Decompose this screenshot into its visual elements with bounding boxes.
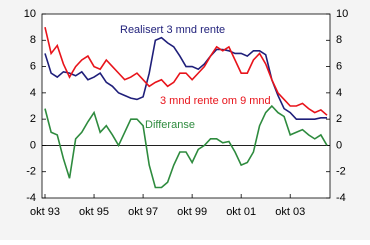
y-tick-label: 8 [30, 34, 36, 46]
x-tick-label: okt 95 [79, 206, 109, 218]
series-label: Differanse [145, 119, 195, 131]
y2-tick-label: 2 [336, 113, 342, 125]
chart: -4 -2 0 2 4 6 8 10 -4 -2 0 2 4 6 8 10 okt 93 okt 95 okt 97… [0, 0, 370, 240]
x-tick-label: okt 01 [226, 206, 256, 218]
x-tick-label: okt 93 [30, 206, 60, 218]
y2-tick-label: -2 [336, 166, 346, 178]
x-tick-label: okt 03 [275, 206, 305, 218]
series-label: Realisert 3 mnd rente [120, 24, 225, 36]
y-tick-label: 6 [30, 60, 36, 72]
y-tick-label: -4 [26, 192, 36, 204]
y-tick-label: 4 [30, 87, 36, 99]
y2-tick-label: -4 [336, 192, 346, 204]
series-line [44, 36, 327, 120]
series-line [44, 104, 328, 189]
series-line [44, 26, 328, 116]
y2-tick-label: 4 [336, 87, 342, 99]
y2-tick-label: 8 [336, 34, 342, 46]
y-tick-label: 2 [30, 113, 36, 125]
series-label: 3 mnd rente om 9 mnd [160, 95, 271, 107]
x-tick-label: okt 99 [177, 206, 207, 218]
y-tick-label: 10 [24, 8, 36, 20]
y2-tick-label: 0 [336, 139, 342, 151]
y2-tick-label: 6 [336, 60, 342, 72]
x-tick-label: okt 97 [128, 206, 158, 218]
y-tick-label: -2 [26, 166, 36, 178]
y2-tick-label: 10 [336, 8, 348, 20]
y-tick-label: 0 [30, 139, 36, 151]
